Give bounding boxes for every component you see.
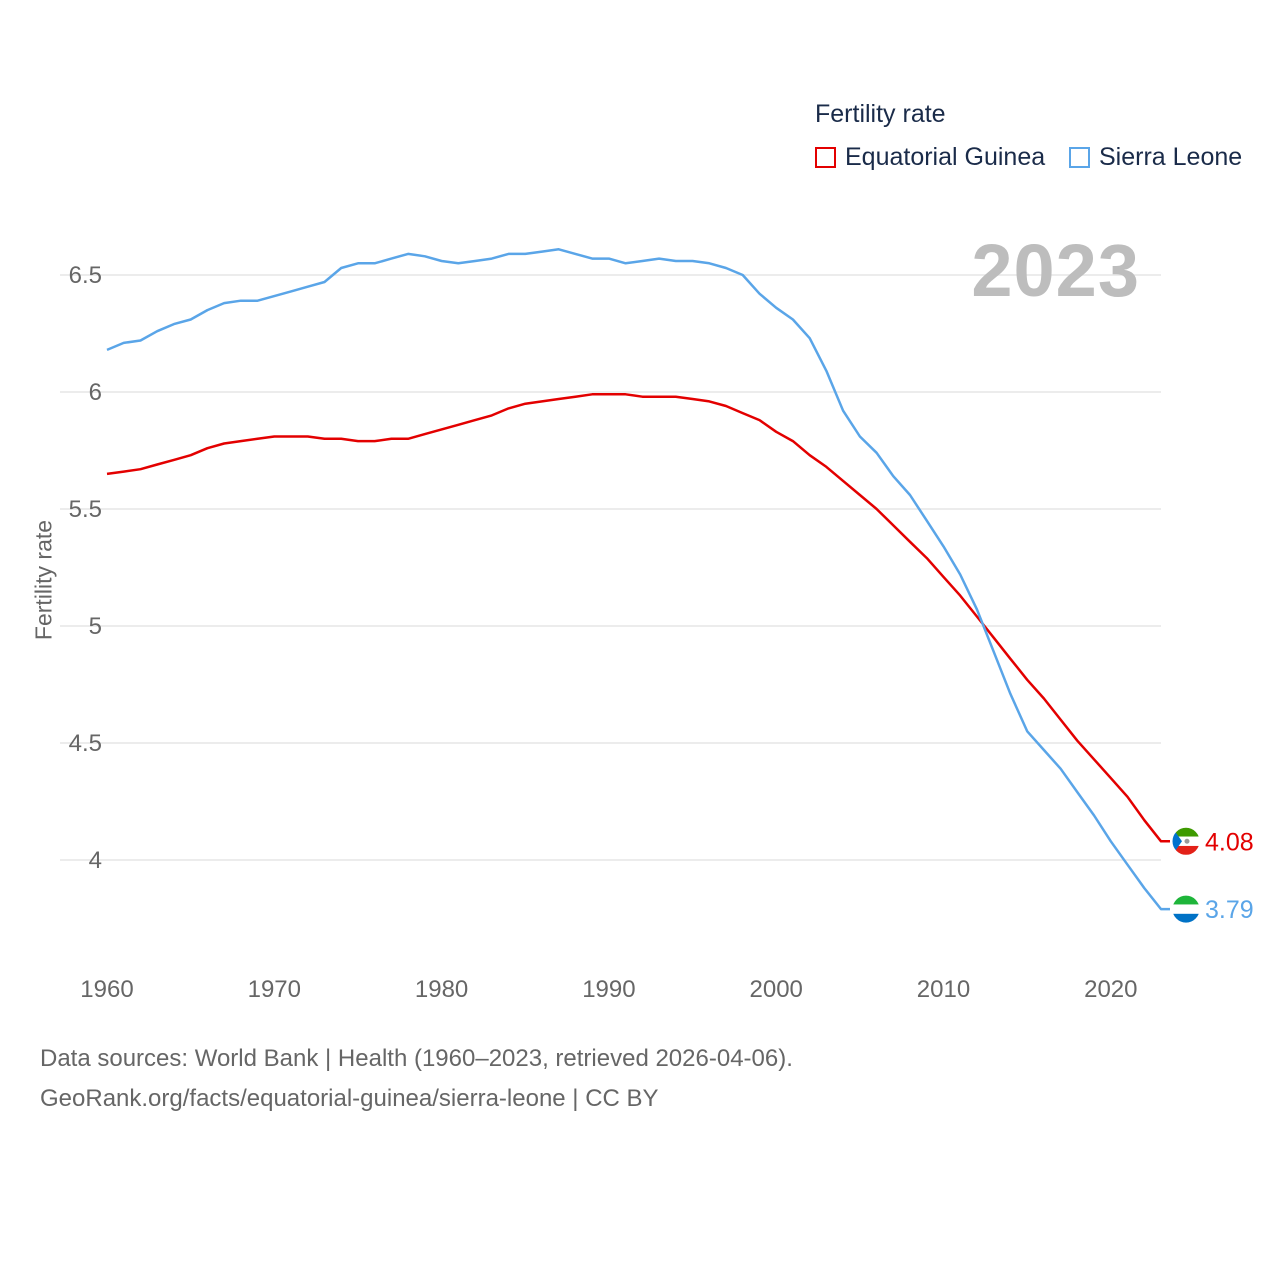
end-value-label: 4.08	[1205, 828, 1254, 856]
y-tick-label: 6.5	[69, 262, 102, 289]
end-value-label: 3.79	[1205, 896, 1254, 924]
legend-item-equatorial-guinea[interactable]: Equatorial Guinea	[815, 143, 1045, 172]
end-markers: 4.08 3.79	[1171, 826, 1254, 924]
source-line-2[interactable]: GeoRank.org/facts/equatorial-guinea/sier…	[40, 1085, 659, 1112]
sierra-leone-flag-icon	[1171, 894, 1201, 924]
equatorial-guinea-flag-icon	[1171, 826, 1201, 856]
series-lines	[106, 248, 1170, 911]
legend-title: Fertility rate	[815, 100, 946, 128]
current-year-label: 2023	[971, 229, 1140, 312]
y-tick-label: 6	[89, 379, 102, 406]
legend-swatch-icon	[815, 147, 836, 168]
y-tick-label: 5.5	[69, 496, 102, 523]
x-tick-label: 1970	[248, 976, 301, 1003]
legend-label: Sierra Leone	[1099, 143, 1243, 171]
series-line-equatorial-guinea[interactable]	[106, 393, 1170, 843]
y-tick-label: 4.5	[69, 730, 102, 757]
x-tick-label: 1960	[80, 976, 133, 1003]
y-axis-label: Fertility rate	[30, 519, 57, 641]
x-tick-label: 2010	[917, 976, 970, 1003]
x-tick-label: 2020	[1084, 976, 1137, 1003]
gridlines	[60, 274, 1161, 861]
source-line-1: Data sources: World Bank | Health (1960–…	[40, 1045, 793, 1072]
legend-swatch-icon	[1069, 147, 1090, 168]
legend-label: Equatorial Guinea	[845, 143, 1046, 171]
y-axis-ticks: 4 4.5 5 5.5 6 6.5	[69, 262, 102, 874]
y-tick-label: 5	[89, 613, 102, 640]
y-tick-label: 4	[89, 847, 102, 874]
x-tick-label: 1980	[415, 976, 468, 1003]
x-tick-label: 1990	[582, 976, 635, 1003]
legend-item-sierra-leone[interactable]: Sierra Leone	[1069, 143, 1242, 172]
x-tick-label: 2000	[750, 976, 803, 1003]
series-line-sierra-leone[interactable]	[106, 248, 1170, 911]
x-axis-ticks: 1960 1970 1980 1990 2000 2010 2020	[80, 976, 1137, 1003]
